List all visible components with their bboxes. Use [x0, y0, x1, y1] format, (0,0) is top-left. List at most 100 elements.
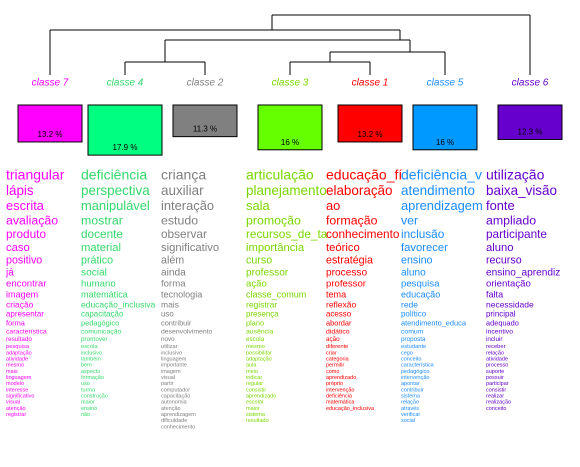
word: sala [246, 198, 270, 213]
class-box [172, 104, 238, 138]
word: imagem [161, 369, 181, 375]
word: abordar [326, 318, 352, 327]
word: criar [326, 350, 337, 356]
word: consistir [246, 387, 266, 393]
word: classe_comum [246, 289, 306, 299]
word: caso [6, 242, 30, 254]
word: mesmo [6, 363, 24, 369]
class-label: classe 3 [272, 78, 309, 89]
word: pedagógico [81, 318, 119, 327]
word: educação_inclusiva [326, 406, 375, 412]
word: apresentar [6, 310, 44, 319]
word: proposta [401, 336, 426, 343]
word: ensino [401, 255, 433, 267]
word: observar [161, 227, 207, 241]
word: aluno [401, 267, 426, 278]
word: contribuir [161, 318, 192, 327]
class-box [87, 104, 163, 156]
word: inclusivo [81, 350, 102, 356]
word: incentivo [486, 329, 513, 336]
word: perspectiva [81, 183, 150, 198]
word: imagem [6, 289, 38, 299]
word: apontar [401, 381, 420, 387]
word: permitir [326, 363, 345, 369]
word: teórico [326, 242, 360, 254]
word: maior [246, 406, 260, 412]
word: deficiência_v [401, 167, 482, 183]
word: ao [326, 198, 340, 213]
word: articulação [246, 167, 314, 183]
word: participante [486, 227, 547, 241]
word: pesquisa [6, 344, 30, 350]
word: reflexão [326, 299, 357, 309]
word: próprio [326, 381, 343, 387]
class-percent: 16 % [436, 138, 454, 147]
word: linguagem [161, 357, 187, 363]
word: material [81, 242, 121, 254]
word: social [81, 267, 107, 278]
word: principal [486, 310, 516, 319]
word: utilização [486, 167, 545, 183]
class-percent: 12.3 % [518, 128, 543, 137]
word: escolar [246, 400, 264, 406]
word: linguagem [6, 375, 32, 381]
word: novo [161, 336, 175, 343]
word: acesso [326, 310, 352, 319]
word: conceito [401, 357, 422, 363]
word: maior [81, 400, 95, 406]
word: meio [246, 369, 258, 375]
word: aprendizagem [161, 412, 196, 418]
word: significativo [161, 242, 219, 254]
word: produto [6, 227, 46, 241]
word: criança [161, 167, 206, 183]
word: verificar [401, 412, 420, 418]
word: elaboração [326, 183, 393, 198]
word: deficiência [81, 167, 147, 183]
word: aspecto [81, 369, 100, 375]
class-percent: 16 % [281, 138, 299, 147]
class-box [257, 104, 323, 151]
word: atividade [6, 357, 28, 363]
word: estudante [401, 344, 426, 350]
word: atendimento_educa [401, 318, 467, 327]
word: ampliado [486, 213, 536, 227]
word: escrita [6, 198, 45, 213]
word: contribuir [401, 387, 424, 393]
word: não [81, 412, 90, 418]
word: participar [486, 381, 509, 387]
word: aula [246, 363, 257, 369]
word: aprendizagem [401, 198, 483, 213]
word: ensino_aprendiz [486, 267, 560, 278]
word: atenção [161, 406, 181, 412]
word: conhecimento [161, 424, 195, 430]
word: capacitação [161, 394, 190, 400]
word: interação [161, 198, 214, 213]
class-percent: 13.2 % [38, 130, 63, 139]
word: forma [161, 279, 186, 290]
word: criação [6, 299, 34, 309]
word: consistir [486, 387, 506, 393]
word: recurso [486, 255, 522, 267]
word: favorecer [401, 242, 448, 254]
word: curso [246, 255, 272, 267]
word: regular [246, 381, 263, 387]
word: uso [161, 310, 174, 319]
word: interesse [6, 387, 28, 393]
word: conceito [486, 406, 507, 412]
word: processo [326, 267, 367, 278]
word: prático [81, 255, 113, 267]
word: plano [246, 318, 264, 327]
word: positivo [6, 255, 42, 267]
class-label: classe 1 [352, 78, 389, 89]
word: ainda [161, 267, 186, 278]
word: tecnologia [161, 289, 203, 299]
word: como [326, 369, 339, 375]
word: matemática [326, 400, 355, 406]
word: auxiliar [161, 183, 204, 198]
word: atenção [6, 406, 26, 412]
word: modelo [6, 381, 24, 387]
word: além [161, 255, 184, 267]
word: ver [401, 213, 418, 227]
word: possibilitar [246, 350, 272, 356]
